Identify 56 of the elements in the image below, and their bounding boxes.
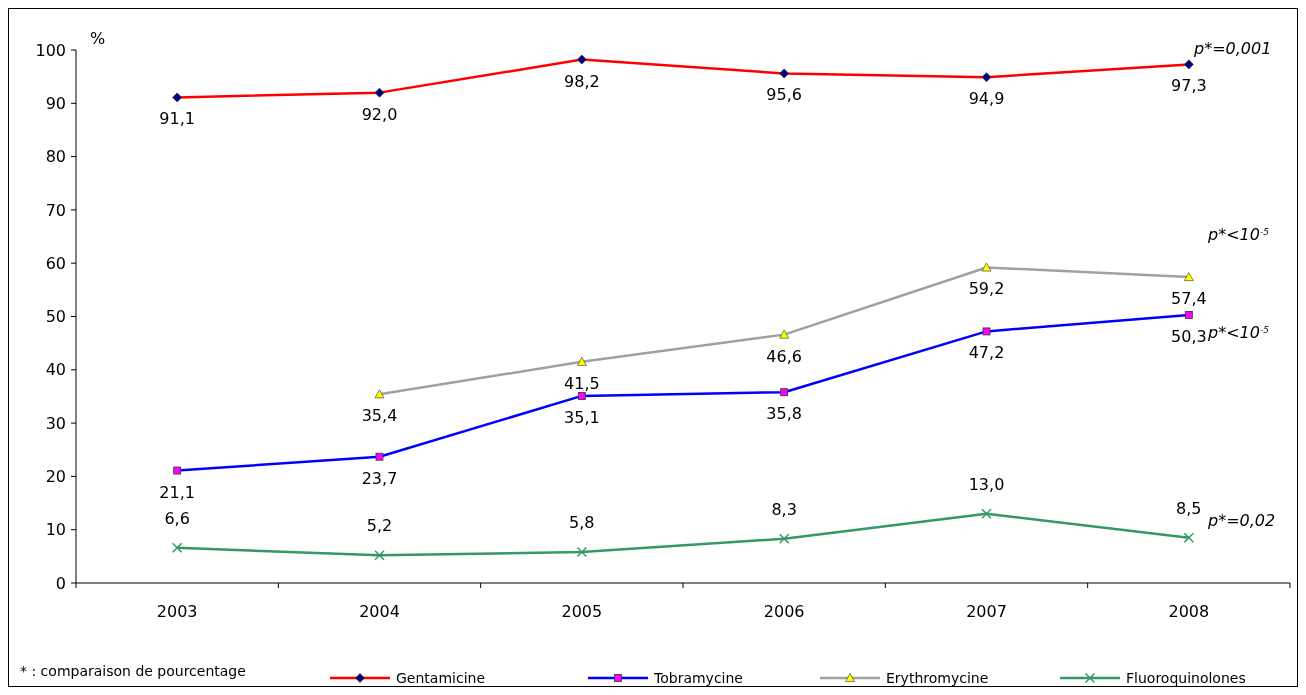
data-label: 98,2 [564, 71, 600, 91]
y-tick-label: 40 [45, 360, 66, 380]
y-tick-label: 50 [45, 307, 66, 327]
point [576, 546, 588, 558]
point [1183, 532, 1195, 543]
data-label: 21,1 [159, 482, 195, 502]
y-tick-label: 30 [45, 413, 66, 433]
x-tick-label: 2004 [359, 602, 400, 621]
point [374, 550, 385, 561]
data-label: 6,6 [164, 508, 190, 528]
data-label: 5,2 [366, 516, 393, 536]
data-label: 8,3 [771, 499, 797, 519]
x-tick-label: 2006 [763, 602, 805, 621]
data-label: 47,2 [968, 343, 1005, 363]
y-tick-label: 60 [45, 253, 66, 273]
annotation: p*<10$^{-5}$ [1207, 225, 1270, 244]
data-label: 46,6 [766, 346, 802, 366]
point [778, 533, 790, 545]
legend-label: Erythromycine [886, 670, 989, 686]
data-label: 35,8 [766, 404, 802, 424]
data-label: 5,8 [569, 513, 595, 533]
x-tick-label: 2007 [966, 602, 1007, 621]
annotation: p*=0,001 [1193, 39, 1272, 58]
data-label: 97,3 [1171, 76, 1207, 96]
data-label: 35,4 [361, 406, 398, 426]
legend-label: Gentamicine [396, 670, 486, 686]
data-label: 95,6 [766, 85, 802, 105]
data-label: 57,4 [1171, 289, 1207, 309]
data-label: 23,7 [361, 468, 398, 488]
y-tick-label: 80 [45, 147, 66, 167]
y-axis-title: % [90, 29, 106, 48]
legend-label: Tobramycine [653, 670, 743, 686]
x-tick-label: 2005 [561, 602, 603, 621]
x-tick-label: 2008 [1168, 602, 1210, 621]
data-label: 35,1 [564, 407, 600, 427]
y-tick-label: 100 [35, 40, 66, 60]
y-tick-label: 10 [45, 520, 66, 540]
y-tick-label: 70 [45, 200, 66, 220]
data-label: 50,3 [1171, 326, 1207, 346]
data-label: 92,0 [361, 104, 398, 124]
data-label: 94,9 [968, 89, 1005, 109]
annotation: p*<10$^{-5}$ [1207, 323, 1270, 342]
data-label: 13,0 [968, 474, 1005, 494]
legend-label: Fluoroquinolones [1126, 670, 1246, 686]
x-tick-label: 2003 [156, 602, 198, 621]
y-tick-label: 90 [45, 93, 66, 113]
data-label: 8,5 [1176, 498, 1202, 518]
text: * : comparaison de pourcentage [20, 663, 246, 679]
y-tick-label: 20 [45, 467, 66, 486]
annotation: p*=0,02 [1207, 511, 1276, 530]
point [171, 542, 183, 554]
data-label: 91,1 [159, 109, 195, 129]
y-tick-label: 0 [55, 573, 66, 593]
data-label: 59,2 [968, 279, 1005, 299]
data-label: 41,5 [564, 373, 600, 393]
point [981, 508, 992, 519]
